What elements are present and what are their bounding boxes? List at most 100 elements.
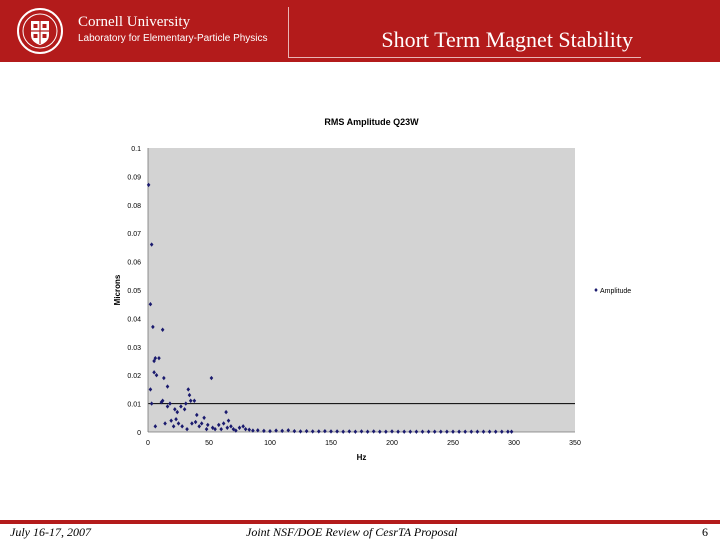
data-point — [317, 429, 321, 434]
slide-title: Short Term Magnet Stability — [381, 27, 633, 52]
page-number: 6 — [702, 525, 708, 539]
data-point — [286, 428, 291, 433]
footer-date: July 16-17, 2007 — [10, 525, 91, 539]
data-point — [197, 424, 202, 429]
data-point — [169, 418, 173, 423]
data-point — [268, 428, 272, 434]
data-point — [251, 428, 255, 433]
organization-name: Cornell University — [78, 14, 191, 30]
data-point — [390, 429, 394, 434]
data-point — [432, 429, 437, 434]
data-point — [171, 424, 176, 429]
data-point — [234, 428, 238, 433]
data-point — [187, 392, 192, 398]
data-point — [157, 355, 161, 361]
x-tick-label: 150 — [325, 440, 337, 447]
data-point — [408, 429, 413, 434]
data-point — [221, 421, 226, 426]
y-tick-label: 0.02 — [127, 373, 141, 380]
data-point — [457, 429, 461, 434]
data-point — [146, 182, 151, 188]
data-point — [199, 421, 204, 426]
data-point — [256, 428, 260, 433]
chart-title: RMS Amplitude Q23W — [324, 117, 419, 127]
data-point — [500, 429, 504, 434]
data-point — [162, 375, 166, 381]
x-tick-label: 350 — [569, 440, 581, 447]
data-point — [192, 398, 197, 403]
data-point — [304, 428, 309, 434]
data-point — [274, 428, 278, 433]
data-point — [439, 429, 443, 434]
data-point — [226, 418, 231, 423]
data-point — [193, 419, 198, 425]
data-point — [184, 401, 188, 406]
data-point — [506, 429, 510, 434]
data-point — [216, 422, 221, 428]
data-point — [243, 426, 248, 432]
data-point — [173, 407, 177, 412]
data-point — [154, 373, 159, 378]
data-point — [165, 384, 170, 389]
data-point — [359, 429, 364, 434]
data-point — [149, 401, 154, 406]
data-point — [384, 429, 388, 434]
data-point — [185, 426, 189, 432]
data-point — [481, 429, 486, 434]
data-point — [463, 429, 467, 434]
data-point — [469, 429, 474, 434]
y-axis-label: Microns — [113, 274, 122, 305]
slide-header: Cornell University Laboratory for Elemen… — [0, 0, 720, 62]
data-point — [292, 428, 297, 434]
data-point — [329, 429, 333, 434]
data-point — [371, 429, 376, 434]
x-tick-label: 0 — [146, 440, 150, 447]
x-tick-label: 50 — [205, 440, 213, 447]
data-point — [182, 407, 187, 412]
data-point — [509, 429, 514, 434]
legend-marker — [594, 288, 598, 292]
data-point — [153, 424, 158, 429]
data-point — [247, 427, 252, 432]
data-point — [152, 370, 156, 375]
y-tick-label: 0.04 — [127, 316, 141, 323]
data-point — [378, 429, 382, 434]
data-point — [186, 387, 191, 392]
data-point — [347, 429, 352, 434]
x-tick-label: 300 — [508, 440, 520, 447]
y-tick-label: 0 — [137, 430, 141, 437]
data-point — [341, 429, 345, 434]
data-point — [163, 421, 167, 426]
title-frame: Short Term Magnet Stability — [288, 7, 641, 58]
laboratory-name: Laboratory for Elementary-Particle Physi… — [78, 33, 268, 44]
data-point — [204, 426, 209, 432]
data-point — [148, 302, 153, 307]
x-axis-label: Hz — [357, 453, 367, 462]
data-point — [237, 425, 242, 430]
data-point — [175, 409, 180, 415]
y-tick-label: 0.03 — [127, 345, 141, 352]
y-tick-label: 0.07 — [127, 231, 141, 238]
data-point — [174, 417, 178, 422]
organization-block: Cornell University Laboratory for Elemen… — [78, 14, 268, 45]
data-point — [225, 425, 230, 430]
data-point — [152, 358, 156, 364]
data-point — [451, 429, 455, 434]
data-point — [188, 398, 193, 403]
data-point — [396, 429, 400, 434]
y-tick-label: 0.06 — [127, 260, 141, 267]
data-point — [195, 412, 199, 418]
data-point — [209, 375, 214, 381]
footer-divider — [0, 520, 720, 524]
y-tick-label: 0.1 — [131, 146, 141, 153]
data-point — [402, 429, 406, 434]
data-point — [213, 426, 217, 432]
data-point — [151, 324, 155, 330]
data-point — [487, 429, 492, 434]
data-point — [176, 421, 181, 426]
data-point — [168, 401, 172, 406]
data-point — [231, 426, 236, 432]
data-point — [262, 428, 266, 434]
y-tick-label: 0.05 — [127, 288, 141, 295]
y-tick-label: 0.01 — [127, 402, 141, 409]
